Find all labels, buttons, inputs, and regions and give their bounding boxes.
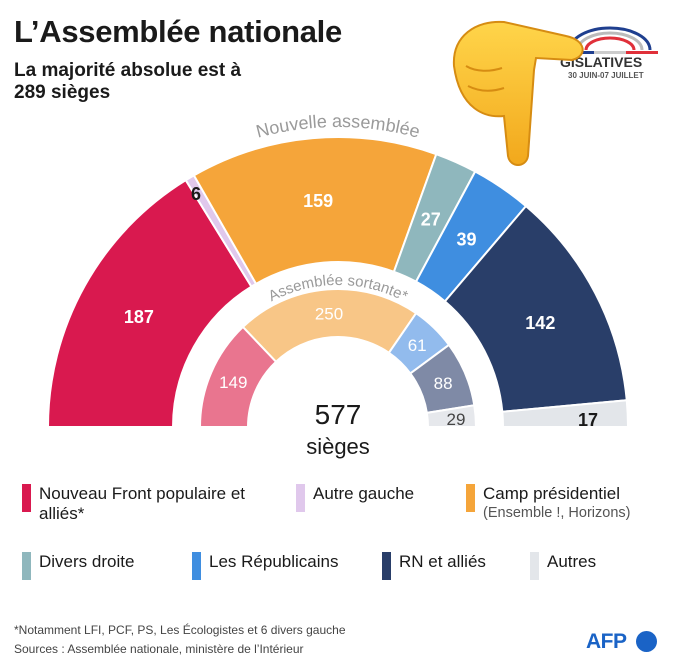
legend-item: Autres bbox=[530, 552, 596, 580]
afp-logo: AFP bbox=[586, 630, 627, 653]
inner-label-les-republicains: 61 bbox=[408, 336, 427, 355]
page-title: L’Assemblée nationale bbox=[14, 14, 342, 49]
legend-item: RN et alliés bbox=[382, 552, 486, 580]
afp-dot-icon bbox=[636, 631, 657, 652]
legend-label: Divers droite bbox=[39, 552, 135, 571]
outer-label-rn-et-allies: 142 bbox=[525, 313, 555, 333]
inner-slice-autres bbox=[425, 404, 478, 428]
legend-label: Les Républicains bbox=[209, 552, 339, 571]
logo-date: 30 JUIN-07 JUILLET bbox=[568, 71, 644, 80]
inner-label-camp-presidentiel: 250 bbox=[315, 304, 343, 323]
legend-item: Les Républicains bbox=[192, 552, 338, 580]
outer-label-camp-presidentiel: 159 bbox=[303, 191, 333, 211]
logo-text: GISLATIVES bbox=[560, 54, 643, 70]
legend-swatch bbox=[466, 484, 475, 512]
legend-swatch bbox=[530, 552, 539, 580]
legend-sublabel: (Ensemble !, Horizons) bbox=[483, 505, 631, 521]
inner-label-nouveau-front-populaire-et-allies: 149 bbox=[219, 373, 247, 392]
legend-item: Nouveau Front populaire et alliés* bbox=[22, 484, 269, 524]
total-seats-label: sièges bbox=[306, 434, 370, 459]
legend-label: Autres bbox=[547, 552, 597, 571]
total-seats: 577 bbox=[315, 399, 362, 430]
sources: Sources : Assemblée nationale, ministère… bbox=[14, 642, 304, 656]
majority-subtitle: La majorité absolue est à 289 sièges bbox=[14, 60, 242, 103]
legend-swatch bbox=[22, 552, 31, 580]
inner-label-rn-et-allies: 88 bbox=[434, 374, 453, 393]
legend-swatch bbox=[382, 552, 391, 580]
outer-label-autre-gauche: 6 bbox=[191, 184, 201, 204]
legend-item: Autre gauche bbox=[296, 484, 414, 512]
outer-label-nouveau-front-populaire-et-allies: 187 bbox=[124, 307, 154, 327]
outer-label-autres: 17 bbox=[578, 410, 598, 430]
legend-swatch bbox=[296, 484, 305, 512]
inner-label-autres: 29 bbox=[447, 410, 466, 429]
outer-slice-autres bbox=[501, 399, 630, 428]
legend-item: Divers droite bbox=[22, 552, 134, 580]
legend-swatch bbox=[22, 484, 31, 512]
legend-label: Autre gauche bbox=[313, 484, 415, 503]
outer-label-divers-droite: 27 bbox=[421, 210, 441, 230]
legend-label: Camp présidentiel bbox=[483, 484, 621, 503]
legend-label: Nouveau Front populaire et alliés* bbox=[39, 484, 246, 523]
outer-slice-nouveau-front-populaire-et-allies bbox=[46, 178, 253, 428]
legend-item: Camp présidentiel (Ensemble !, Horizons) bbox=[466, 484, 630, 522]
legend-label: RN et alliés bbox=[399, 552, 486, 571]
legend-swatch bbox=[192, 552, 201, 580]
pointing-hand-emoji-icon bbox=[452, 20, 584, 166]
footnote: *Notamment LFI, PCF, PS, Les Écologistes… bbox=[14, 623, 346, 637]
outer-label-les-republicains: 39 bbox=[457, 230, 477, 250]
